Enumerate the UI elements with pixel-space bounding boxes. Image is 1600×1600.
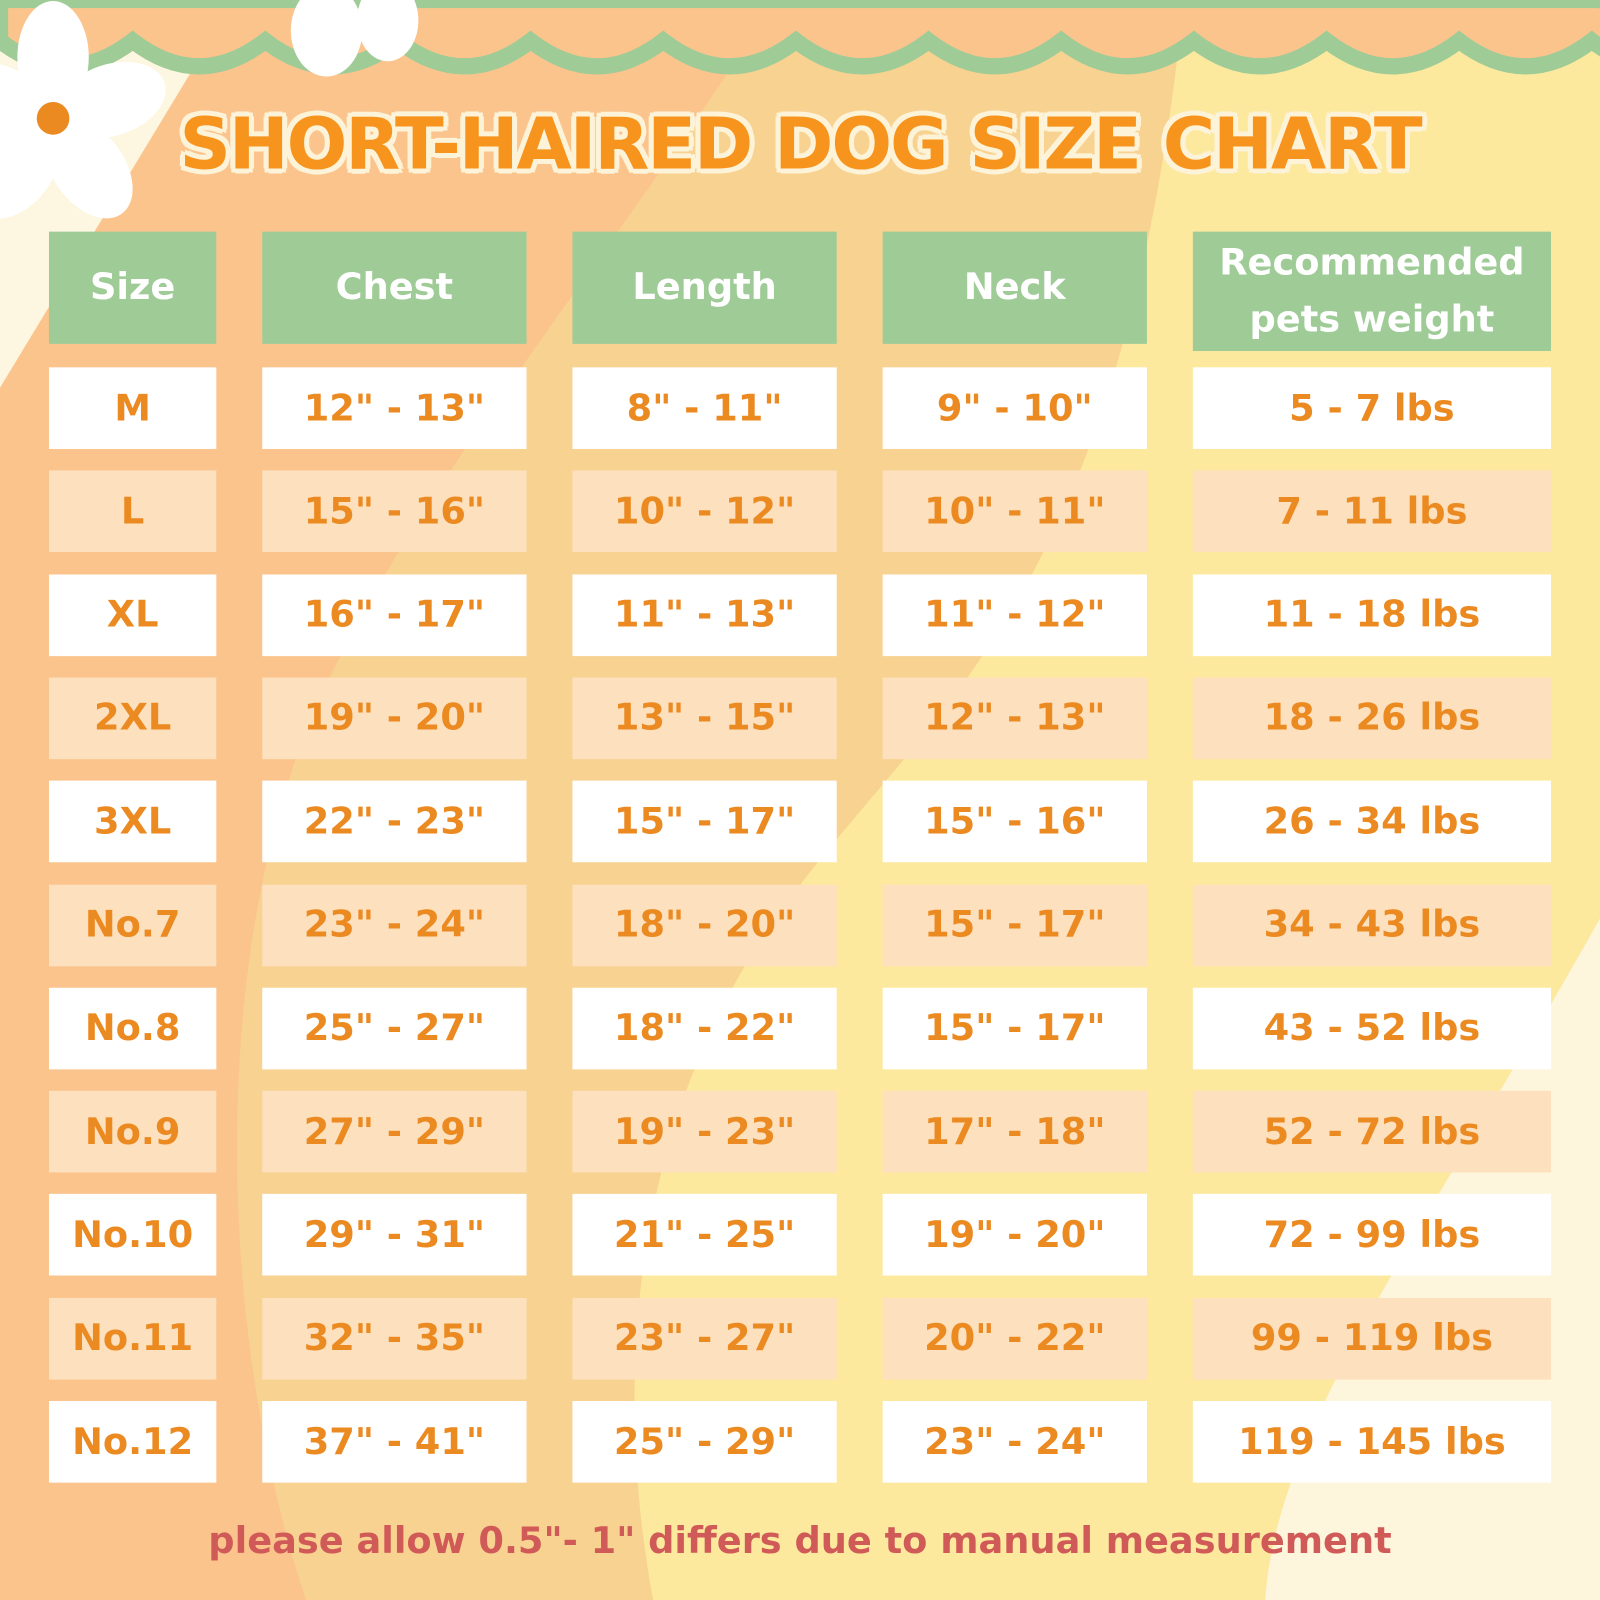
cell-weight: 5 - 7 lbs bbox=[1192, 367, 1552, 449]
cell-length: 18" - 22" bbox=[572, 987, 837, 1070]
cell-size: No.7 bbox=[48, 884, 217, 966]
measurement-note: please allow 0.5"- 1" differs due to man… bbox=[208, 1520, 1392, 1563]
column-header-weight: Recommended pets weight bbox=[1192, 231, 1552, 352]
cell-weight: 18 - 26 lbs bbox=[1192, 677, 1552, 760]
cell-chest: 27" - 29" bbox=[262, 1090, 527, 1173]
cell-length: 11" - 13" bbox=[572, 574, 837, 656]
cell-neck: 23" - 24" bbox=[882, 1401, 1147, 1483]
cell-neck: 19" - 20" bbox=[882, 1194, 1147, 1276]
cell-neck: 11" - 12" bbox=[882, 574, 1147, 656]
cell-chest: 22" - 23" bbox=[262, 780, 527, 863]
cell-chest: 16" - 17" bbox=[262, 574, 527, 656]
cell-chest: 37" - 41" bbox=[262, 1401, 527, 1483]
cell-weight: 43 - 52 lbs bbox=[1192, 987, 1552, 1070]
column-header-neck: Neck bbox=[882, 231, 1147, 344]
column-header-chest: Chest bbox=[262, 231, 527, 344]
cell-weight: 7 - 11 lbs bbox=[1192, 470, 1552, 553]
cell-weight: 11 - 18 lbs bbox=[1192, 574, 1552, 656]
cell-size: 2XL bbox=[48, 677, 217, 760]
cell-chest: 12" - 13" bbox=[262, 367, 527, 449]
cell-weight: 34 - 43 lbs bbox=[1192, 884, 1552, 966]
cell-size: XL bbox=[48, 574, 217, 656]
column-header-size: Size bbox=[48, 231, 217, 344]
column-header-length: Length bbox=[572, 231, 837, 344]
page-title: SHORT-HAIRED DOG SIZE CHART bbox=[179, 102, 1422, 186]
cell-size: L bbox=[48, 470, 217, 553]
cell-length: 18" - 20" bbox=[572, 884, 837, 966]
cell-chest: 29" - 31" bbox=[262, 1194, 527, 1276]
cell-size: No.9 bbox=[48, 1090, 217, 1173]
cell-weight: 52 - 72 lbs bbox=[1192, 1090, 1552, 1173]
cell-weight: 99 - 119 lbs bbox=[1192, 1297, 1552, 1380]
cell-neck: 9" - 10" bbox=[882, 367, 1147, 449]
cell-size: M bbox=[48, 367, 217, 449]
cell-length: 8" - 11" bbox=[572, 367, 837, 449]
cell-size: No.8 bbox=[48, 987, 217, 1070]
cell-weight: 72 - 99 lbs bbox=[1192, 1194, 1552, 1276]
cell-length: 23" - 27" bbox=[572, 1297, 837, 1380]
cell-neck: 10" - 11" bbox=[882, 470, 1147, 553]
cell-neck: 15" - 17" bbox=[882, 884, 1147, 966]
cell-neck: 12" - 13" bbox=[882, 677, 1147, 760]
cell-length: 25" - 29" bbox=[572, 1401, 837, 1483]
cell-chest: 15" - 16" bbox=[262, 470, 527, 553]
cell-size: No.12 bbox=[48, 1401, 217, 1483]
cell-chest: 19" - 20" bbox=[262, 677, 527, 760]
cell-size: No.10 bbox=[48, 1194, 217, 1276]
cell-neck: 17" - 18" bbox=[882, 1090, 1147, 1173]
cell-weight: 26 - 34 lbs bbox=[1192, 780, 1552, 863]
cell-chest: 23" - 24" bbox=[262, 884, 527, 966]
cell-chest: 25" - 27" bbox=[262, 987, 527, 1070]
cell-weight: 119 - 145 lbs bbox=[1192, 1401, 1552, 1483]
cell-neck: 15" - 16" bbox=[882, 780, 1147, 863]
cell-length: 10" - 12" bbox=[572, 470, 837, 553]
cell-size: 3XL bbox=[48, 780, 217, 863]
cell-length: 15" - 17" bbox=[572, 780, 837, 863]
cell-length: 13" - 15" bbox=[572, 677, 837, 760]
flower-icon bbox=[0, 0, 419, 219]
cell-length: 21" - 25" bbox=[572, 1194, 837, 1276]
cell-neck: 15" - 17" bbox=[882, 987, 1147, 1070]
cell-chest: 32" - 35" bbox=[262, 1297, 527, 1380]
cell-neck: 20" - 22" bbox=[882, 1297, 1147, 1380]
cell-length: 19" - 23" bbox=[572, 1090, 837, 1173]
cell-size: No.11 bbox=[48, 1297, 217, 1380]
